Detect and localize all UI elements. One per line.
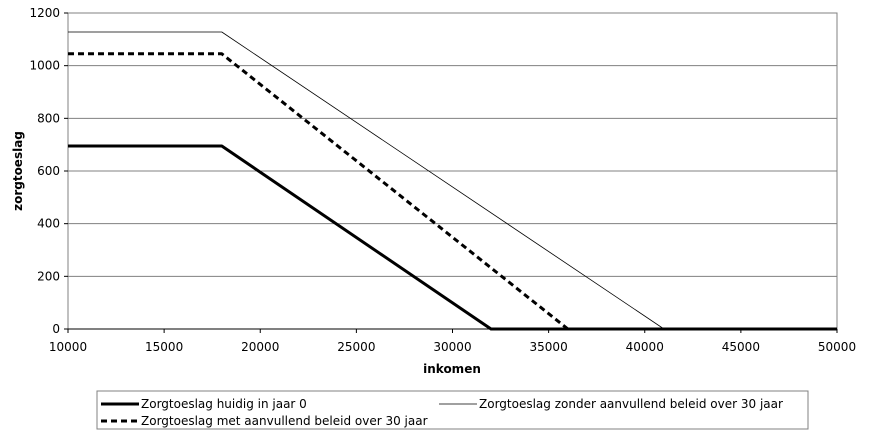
series-lines [68, 31, 837, 331]
x-tick-label-7: 45000 [722, 340, 760, 354]
x-tick-label-8: 50000 [818, 340, 856, 354]
x-tick-label-0: 10000 [49, 340, 87, 354]
y-tick-label-0: 0 [52, 322, 60, 336]
series-line-2 [68, 52, 837, 331]
y-tick-label-4: 800 [37, 111, 60, 125]
y-axis-title: zorgtoeslag [11, 131, 25, 211]
y-tick-label-3: 600 [37, 164, 60, 178]
x-tick-label-2: 20000 [241, 340, 279, 354]
x-axis-ticks: 10000 15000 20000 25000 30000 35000 40000 45000… [49, 328, 856, 354]
legend-label-2: Zorgtoeslag met aanvullend beleid over 3… [141, 414, 428, 428]
gridlines [68, 65, 837, 277]
y-tick-label-1: 200 [37, 269, 60, 283]
x-tick-label-5: 35000 [530, 340, 568, 354]
legend: Zorgtoeslag huidig in jaar 0 Zorgtoeslag … [101, 397, 783, 428]
legend-label-0: Zorgtoeslag huidig in jaar 0 [141, 397, 307, 411]
series-line-1 [68, 31, 837, 330]
x-tick-label-1: 15000 [145, 340, 183, 354]
y-axis-ticks: 0 200 400 600 800 1000 1200 [29, 6, 68, 336]
y-tick-label-5: 1000 [29, 59, 60, 73]
y-tick-label-6: 1200 [29, 6, 60, 20]
x-tick-label-3: 25000 [337, 340, 375, 354]
x-tick-label-6: 40000 [626, 340, 664, 354]
legend-label-1: Zorgtoeslag zonder aanvullend beleid ove… [479, 397, 783, 411]
x-tick-label-4: 30000 [433, 340, 471, 354]
x-axis-title: inkomen [423, 362, 481, 376]
y-tick-label-2: 400 [37, 217, 60, 231]
legend-box [96, 390, 809, 430]
